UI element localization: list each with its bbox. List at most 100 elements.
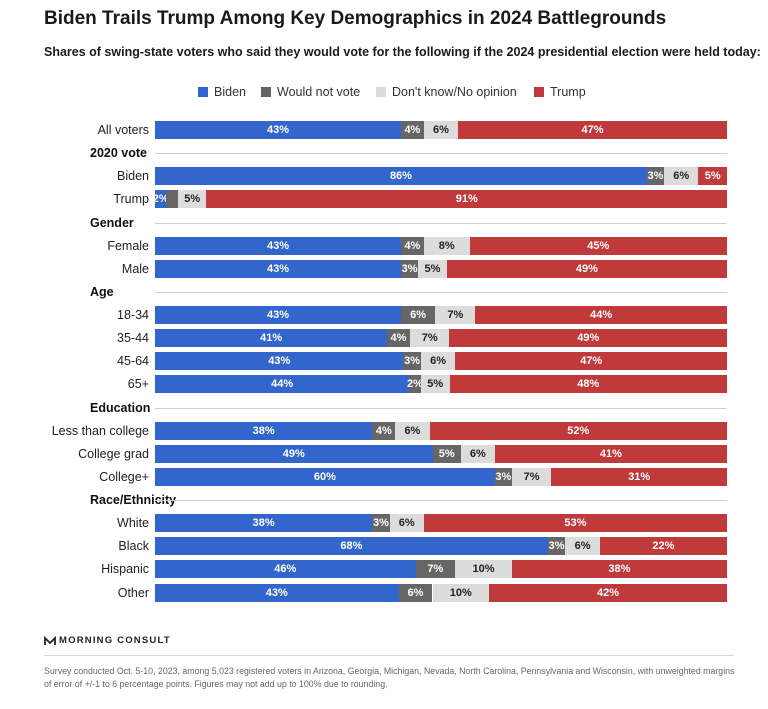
bar-segment-don-t-know-no-opinion xyxy=(420,375,450,394)
bar-segment-would-not-vote xyxy=(547,537,566,556)
row-age-65-label: 65+ xyxy=(127,377,149,392)
row-race-ethnicity-white-label: White xyxy=(117,516,149,531)
bar-segment-biden xyxy=(155,514,373,533)
footnote: Survey conducted Oct. 5-10, 2023, among … xyxy=(44,666,735,689)
row-education-college-label: College+ xyxy=(99,469,149,484)
data-label: 49% xyxy=(575,262,598,275)
data-label: 2% xyxy=(407,378,423,391)
chart-legend: Biden Would not vote Don't know/No opini… xyxy=(0,84,768,100)
bar-segment-don-t-know-no-opinion xyxy=(455,560,512,579)
bar-segment-biden xyxy=(155,236,401,255)
bar-segment-don-t-know-no-opinion xyxy=(460,444,495,463)
bar-segment-biden xyxy=(155,421,373,440)
group-label-2020-vote: 2020 vote xyxy=(90,146,147,161)
bar-segment-would-not-vote xyxy=(432,444,461,463)
group-divider xyxy=(155,407,727,409)
bar-segment-trump xyxy=(469,236,727,255)
bar-segment-trump xyxy=(429,421,727,440)
data-label: 38% xyxy=(252,517,275,530)
bar-segment-don-t-know-no-opinion xyxy=(423,121,459,139)
bar-segment-biden xyxy=(155,167,647,186)
legend-swatch-dont-know xyxy=(376,87,386,97)
data-label: 5% xyxy=(704,170,721,183)
bar-segment-don-t-know-no-opinion xyxy=(177,190,207,209)
data-label: 8% xyxy=(438,239,455,252)
bar-segment-biden xyxy=(155,121,401,139)
data-label: 7% xyxy=(421,332,438,345)
data-label: 44% xyxy=(271,378,294,391)
bar-segment-would-not-vote xyxy=(400,236,424,255)
bar-segment-trump xyxy=(423,514,727,533)
row-race-ethnicity-hispanic-label: Hispanic xyxy=(101,562,149,577)
data-label: 60% xyxy=(313,470,336,483)
morning-consult-logo-icon xyxy=(44,636,56,645)
data-label: 68% xyxy=(340,540,363,553)
bar-segment-would-not-vote xyxy=(403,352,421,371)
data-label: 53% xyxy=(564,517,587,530)
bar-segment-biden xyxy=(155,467,495,486)
bar-segment-biden xyxy=(155,352,404,371)
bar-segment-don-t-know-no-opinion xyxy=(435,306,476,325)
group-divider xyxy=(155,291,727,293)
bar-segment-trump xyxy=(475,306,727,325)
row-age-18-34-label: 18-34 xyxy=(117,308,149,323)
data-label: 4% xyxy=(390,332,407,345)
data-label: 91% xyxy=(455,193,478,206)
bar-segment-biden xyxy=(155,190,167,209)
row-race-ethnicity-other-label: Other xyxy=(117,585,149,600)
bar-segment-would-not-vote xyxy=(166,190,178,209)
bar-segment-trump xyxy=(494,444,727,463)
data-label: 6% xyxy=(430,355,447,368)
bar-segment-trump xyxy=(446,259,727,278)
legend-swatch-trump xyxy=(534,87,544,97)
bar-segment-biden xyxy=(155,444,433,463)
data-label: 6% xyxy=(469,447,486,460)
data-label: 38% xyxy=(608,563,631,576)
group-divider xyxy=(155,153,727,155)
legend-label-dont-know: Don't know/No opinion xyxy=(392,85,517,99)
data-label: 44% xyxy=(590,309,613,322)
bar-segment-don-t-know-no-opinion xyxy=(409,329,450,348)
row-age-45-64-label: 45-64 xyxy=(117,354,149,369)
data-label: 22% xyxy=(652,540,675,553)
bar-segment-don-t-know-no-opinion xyxy=(423,236,470,255)
bar-segment-don-t-know-no-opinion xyxy=(420,352,456,371)
data-label: 6% xyxy=(410,309,427,322)
bar-segment-would-not-vote xyxy=(372,514,390,533)
bar-segment-trump xyxy=(698,167,727,186)
data-label: 52% xyxy=(567,424,590,437)
legend-label-biden: Biden xyxy=(214,85,246,99)
bar-segment-would-not-vote xyxy=(387,329,410,348)
row-age-35-44-label: 35-44 xyxy=(117,331,149,346)
data-label: 31% xyxy=(628,470,651,483)
bar-segment-biden xyxy=(155,259,401,278)
row-gender-female-label: Female xyxy=(107,238,149,253)
group-label-race-ethnicity: Race/Ethnicity xyxy=(90,493,177,508)
bar-segment-biden xyxy=(155,329,388,348)
data-label: 45% xyxy=(587,239,610,252)
legend-swatch-would-not-vote xyxy=(261,87,271,97)
bar-segment-would-not-vote xyxy=(494,467,512,486)
row-education-college-grad-label: College grad xyxy=(78,446,149,461)
bar-segment-trump xyxy=(599,537,727,556)
data-label: 6% xyxy=(673,170,690,183)
group-label-age: Age xyxy=(90,284,114,299)
data-label: 5% xyxy=(427,378,444,391)
data-label: 10% xyxy=(472,563,495,576)
group-divider xyxy=(155,222,727,224)
data-label: 6% xyxy=(574,540,591,553)
data-label: 6% xyxy=(407,586,424,599)
bar-segment-would-not-vote xyxy=(409,375,421,394)
data-label: 47% xyxy=(581,124,604,136)
footer-divider xyxy=(44,655,734,656)
row-gender-male-label: Male xyxy=(121,261,149,276)
bar-segment-don-t-know-no-opinion xyxy=(432,583,490,602)
data-label: 3% xyxy=(372,517,389,530)
bar-segment-don-t-know-no-opinion xyxy=(511,467,552,486)
bar-segment-biden xyxy=(155,583,399,602)
data-label: 3% xyxy=(647,170,664,183)
data-label: 5% xyxy=(424,262,441,275)
bar-segment-trump xyxy=(206,190,727,209)
row-race-ethnicity-black-label: Black xyxy=(118,539,149,554)
